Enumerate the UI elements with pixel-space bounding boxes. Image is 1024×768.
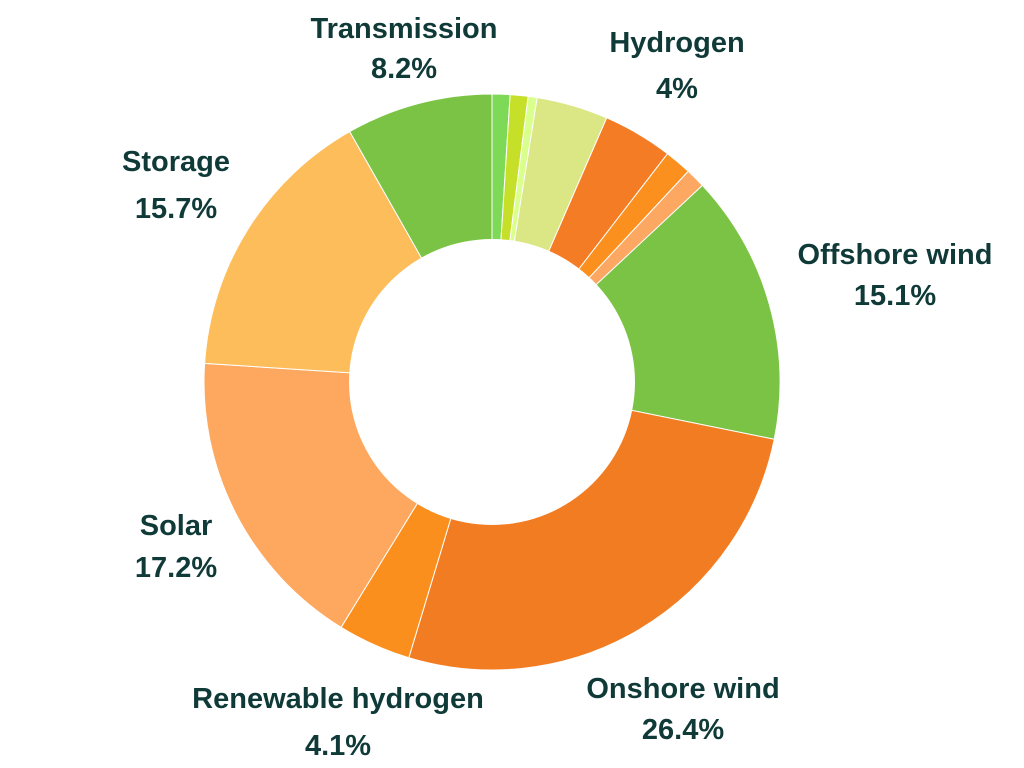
label-solar-value: 17.2% bbox=[135, 552, 217, 584]
slice-labels: Transmission 8.2% Hydrogen 4% Storage 15… bbox=[122, 13, 992, 762]
label-offshore-wind-value: 15.1% bbox=[854, 280, 936, 312]
label-renewable-hydrogen-name: Renewable hydrogen bbox=[192, 683, 484, 715]
label-storage-name: Storage bbox=[122, 146, 230, 178]
donut-hole bbox=[349, 239, 635, 525]
label-hydrogen-value: 4% bbox=[656, 73, 698, 105]
label-renewable-hydrogen-value: 4.1% bbox=[305, 730, 371, 762]
label-hydrogen-name: Hydrogen bbox=[609, 27, 744, 59]
label-storage-value: 15.7% bbox=[135, 193, 217, 225]
label-offshore-wind-name: Offshore wind bbox=[798, 239, 993, 271]
label-onshore-wind-value: 26.4% bbox=[642, 714, 724, 746]
label-onshore-wind-name: Onshore wind bbox=[586, 673, 779, 705]
label-transmission-name: Transmission bbox=[311, 13, 498, 45]
label-solar-name: Solar bbox=[140, 510, 213, 542]
label-transmission-value: 8.2% bbox=[371, 53, 437, 85]
